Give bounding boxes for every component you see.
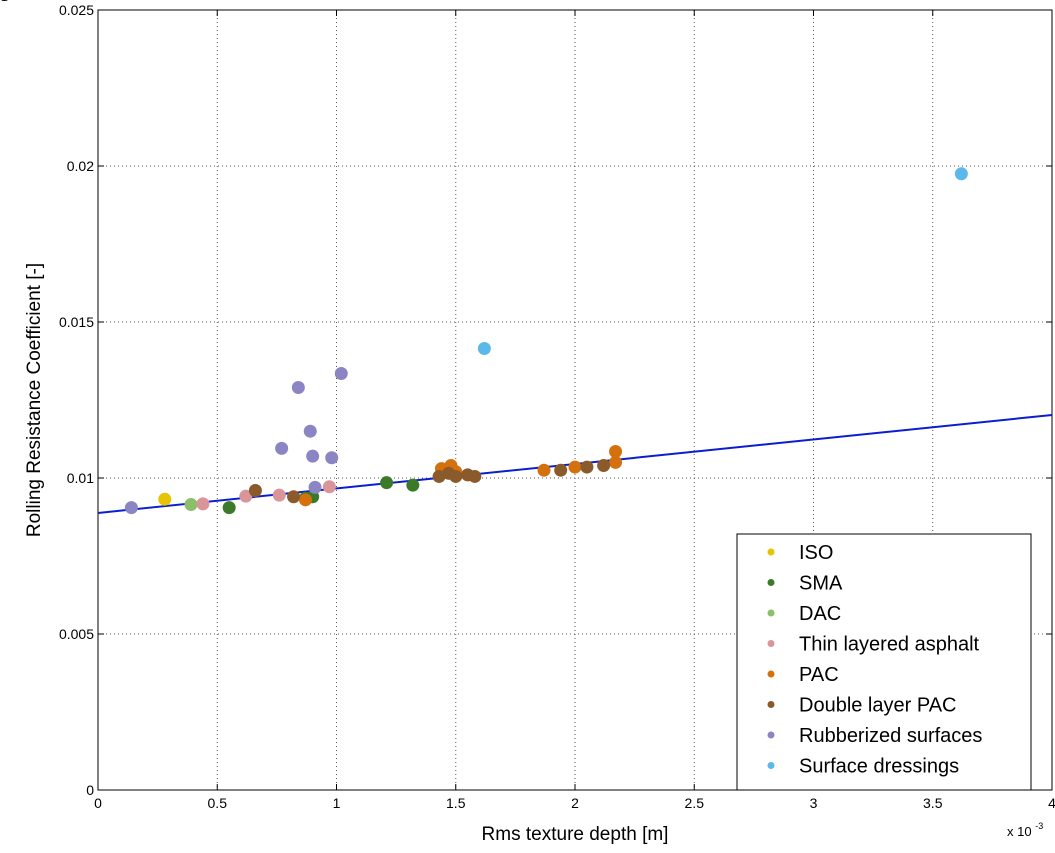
legend-label-sma: SMA: [799, 573, 843, 595]
legend-label-iso: ISO: [799, 542, 833, 564]
x-axis: 0 0.5 1 1.5 2 2.5 3 3.5 4: [94, 10, 1055, 811]
x-tick-label: 1.5: [446, 795, 466, 811]
point-rubberized-surfaces: [325, 451, 339, 465]
point-sma: [222, 501, 236, 515]
point-double-layer-pac: [468, 469, 482, 483]
legend-box: [736, 533, 1032, 791]
legend-label-double-layer-pac: Double layer PAC: [799, 695, 956, 717]
legend-marker-surface-dressings: [767, 762, 775, 769]
x-axis-multiplier: x 10 -3: [1007, 821, 1043, 839]
x-tick-label: 3: [810, 795, 818, 811]
legend-label-dac: DAC: [799, 603, 841, 625]
point-rubberized-surfaces: [275, 441, 289, 455]
point-thin-layered-asphalt: [322, 480, 336, 494]
x-axis-multiplier-base: x 10: [1007, 824, 1032, 839]
y-axis: 0 0.005 0.01 0.015 0.02 0.025: [59, 2, 1052, 798]
point-pac: [537, 463, 551, 477]
point-double-layer-pac: [580, 460, 594, 474]
point-pac: [298, 493, 312, 507]
legend-marker-iso: [767, 548, 775, 556]
point-pac: [609, 455, 623, 469]
point-double-layer-pac: [554, 463, 568, 477]
x-tick-label: 0: [94, 795, 102, 811]
point-rubberized-surfaces: [291, 381, 305, 395]
legend-marker-dac: [767, 609, 775, 617]
y-tick-label: 0.015: [59, 314, 94, 330]
data-points: [124, 167, 968, 515]
point-rubberized-surfaces: [124, 501, 138, 515]
point-thin-layered-asphalt: [196, 497, 210, 511]
legend: ISO SMA DAC Thin layered asphalt PAC Double l…: [736, 533, 1032, 791]
point-double-layer-pac: [287, 490, 301, 504]
legend-label-rubberized-surfaces: Rubberized surfaces: [799, 725, 982, 747]
legend-marker-rubberized-surfaces: [767, 731, 775, 739]
x-axis-label: Rms texture depth [m]: [482, 824, 669, 845]
point-iso: [158, 492, 172, 506]
point-double-layer-pac: [248, 483, 262, 497]
point-sma: [380, 476, 394, 490]
x-axis-multiplier-exponent: -3: [1035, 821, 1043, 831]
point-rubberized-surfaces: [308, 480, 322, 494]
y-tick-label: 0: [86, 782, 94, 798]
point-sma: [406, 478, 420, 492]
y-tick-label: 0.02: [67, 158, 94, 174]
legend-label-thin-layered-asphalt: Thin layered asphalt: [799, 634, 980, 656]
y-tick-label: 0.005: [59, 626, 94, 642]
point-surface-dressings: [954, 167, 968, 181]
point-surface-dressings: [477, 342, 491, 356]
x-tick-label: 0.5: [208, 795, 228, 811]
y-axis-label: Rolling Resistance Coefficient [-]: [24, 263, 45, 537]
x-tick-label: 4: [1048, 795, 1055, 811]
point-double-layer-pac: [449, 469, 463, 483]
point-double-layer-pac: [597, 459, 611, 473]
point-thin-layered-asphalt: [239, 489, 253, 503]
grid: [98, 10, 1052, 790]
x-tick-label: 2: [571, 795, 579, 811]
legend-marker-pac: [767, 670, 775, 678]
y-tick-label: 0.01: [67, 470, 94, 486]
point-pac: [609, 444, 623, 458]
legend-label-surface-dressings: Surface dressings: [799, 756, 959, 778]
legend-marker-double-layer-pac: [767, 701, 775, 708]
legend-marker-thin-layered-asphalt: [767, 640, 775, 647]
x-tick-label: 3.5: [923, 795, 943, 811]
clipped-title-fragment: y: [0, 0, 1055, 3]
point-dac: [184, 498, 198, 512]
point-rubberized-surfaces: [303, 424, 317, 438]
x-tick-label: 1: [333, 795, 341, 811]
legend-label-pac: PAC: [799, 664, 839, 686]
legend-marker-sma: [767, 579, 775, 586]
point-pac: [568, 460, 582, 474]
x-tick-label: 2.5: [685, 795, 705, 811]
y-tick-label: 0.025: [59, 2, 94, 18]
point-rubberized-surfaces: [306, 449, 320, 463]
point-rubberized-surfaces: [334, 366, 348, 380]
point-thin-layered-asphalt: [272, 488, 286, 502]
